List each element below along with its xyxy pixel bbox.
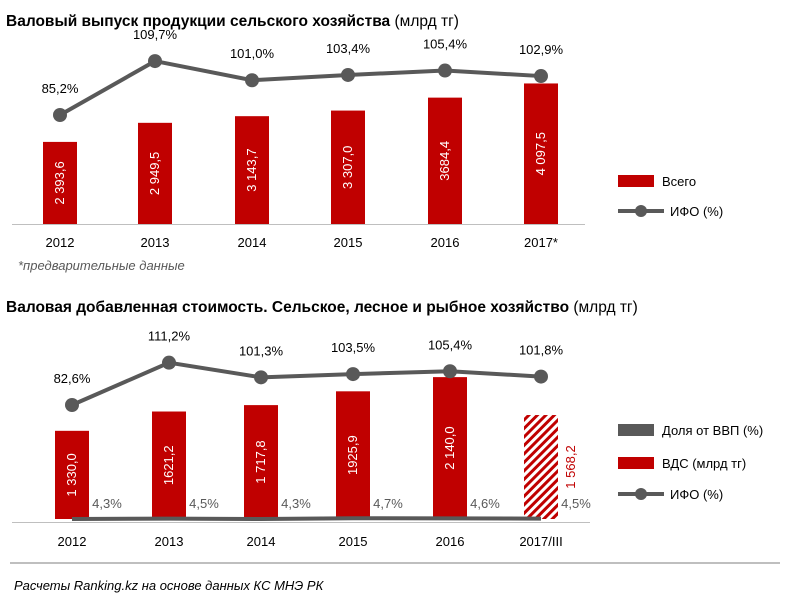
chart1-ifo-marker xyxy=(341,67,355,82)
chart2-bar-label: 1621,2 xyxy=(161,445,176,485)
chart2-bar-label: 1 330,0 xyxy=(64,453,79,496)
chart2-legend-label-bar: ВДС (млрд тг) xyxy=(662,456,746,471)
chart2-x-tick: 2017/III xyxy=(519,534,562,549)
chart2-bar-label: 1925,9 xyxy=(345,435,360,475)
chart2-legend-label-share: Доля от ВВП (%) xyxy=(662,423,763,438)
chart2-bar-preliminary xyxy=(524,415,558,519)
chart1-ifo-marker xyxy=(534,69,548,84)
chart2-share-label: 4,5% xyxy=(561,496,591,511)
chart1-x-tick: 2013 xyxy=(141,235,170,250)
chart2-bar xyxy=(55,430,89,519)
chart2-ifo-marker xyxy=(254,370,268,385)
chart2-legend-marker-line xyxy=(635,488,647,500)
chart1-ifo-label: 101,0% xyxy=(230,46,275,61)
chart2-x-tick: 2015 xyxy=(339,534,368,549)
chart2-share-label: 4,3% xyxy=(281,496,311,511)
chart1-bar-label: 3684,4 xyxy=(437,141,452,181)
chart2-title: Валовая добавленная стоимость. Сельское,… xyxy=(6,299,638,316)
chart2-x-tick: 2016 xyxy=(436,534,465,549)
chart2-ifo-marker xyxy=(65,398,79,412)
chart1-ifo-line xyxy=(59,58,542,117)
chart2-ifo-marker xyxy=(346,367,360,382)
chart2-bar xyxy=(433,377,467,519)
chart2-ifo-marker xyxy=(162,355,176,370)
chart1-bar-label: 4 097,5 xyxy=(533,132,548,175)
chart2-bar-label: 1 568,2 xyxy=(563,445,578,488)
chart1-bar-label: 3 143,7 xyxy=(244,148,259,191)
chart2-ifo-line xyxy=(71,360,542,407)
chart2-ifo-marker xyxy=(534,369,548,384)
chart1-bar-label: 2 949,5 xyxy=(147,152,162,195)
chart2-share-label: 4,5% xyxy=(189,496,219,511)
chart2-share-label: 4,3% xyxy=(92,496,122,511)
chart2-bar-label: 2 140,0 xyxy=(442,426,457,469)
chart2-share-label: 4,6% xyxy=(470,496,500,511)
chart2-bar xyxy=(152,411,186,519)
chart2-bar xyxy=(336,391,370,519)
chart1-footnote: *предварительные данные xyxy=(18,258,185,273)
chart2-legend-label-line: ИФО (%) xyxy=(670,487,723,502)
chart2-ifo-label: 82,6% xyxy=(54,371,91,386)
chart2-ifo-marker xyxy=(443,364,457,379)
chart1-bar-label: 3 307,0 xyxy=(340,146,355,189)
chart1-ifo-label: 109,7% xyxy=(133,27,178,42)
chart1-legend-swatch-bar xyxy=(618,175,654,187)
chart1-bar xyxy=(43,141,77,224)
chart1-ifo-label: 103,4% xyxy=(326,41,371,56)
chart1-bar xyxy=(138,122,172,224)
chart1-ifo-marker xyxy=(438,63,452,78)
chart1-x-tick: 2017* xyxy=(524,235,558,250)
chart1-legend-label-bar: Всего xyxy=(662,174,696,189)
chart1-legend-label-line: ИФО (%) xyxy=(670,204,723,219)
chart1-ifo-label: 102,9% xyxy=(519,42,564,57)
chart2-x-tick: 2012 xyxy=(58,534,87,549)
source-note: Расчеты Ranking.kz на основе данных КС М… xyxy=(14,578,325,593)
chart1-bar xyxy=(428,97,462,224)
chart2-x-tick: 2013 xyxy=(155,534,184,549)
chart2-ifo-label: 101,8% xyxy=(519,343,564,358)
chart1-x-tick: 2016 xyxy=(431,235,460,250)
chart1-ifo-label: 85,2% xyxy=(42,81,79,96)
chart2-share-line xyxy=(71,516,542,522)
chart2-ifo-label: 111,2% xyxy=(148,329,191,344)
chart1-x-tick: 2014 xyxy=(238,235,267,250)
chart2-ifo-label: 101,3% xyxy=(239,343,284,358)
chart1-ifo-marker xyxy=(245,73,259,88)
chart1-bar xyxy=(524,83,558,224)
chart1-bar xyxy=(331,110,365,224)
chart2-ifo-label: 105,4% xyxy=(428,337,473,352)
chart2-legend-swatch-share xyxy=(618,424,654,436)
chart1-bar xyxy=(235,116,269,224)
chart2-ifo-label: 103,5% xyxy=(331,340,376,355)
chart1-ifo-label: 105,4% xyxy=(423,37,468,52)
chart2-share-label: 4,7% xyxy=(373,496,403,511)
chart2-bar-label: 1 717,8 xyxy=(253,440,268,483)
chart1-ifo-marker xyxy=(148,54,162,69)
chart2-x-tick: 2014 xyxy=(247,534,276,549)
chart2-bar xyxy=(244,405,278,519)
chart1-x-tick: 2015 xyxy=(334,235,363,250)
chart1-legend-marker-line xyxy=(635,205,647,217)
chart1-ifo-marker xyxy=(53,108,67,122)
chart1-bar-label: 2 393,6 xyxy=(52,161,67,204)
chart2-legend-swatch-bar xyxy=(618,457,654,469)
chart1-title: Валовый выпуск продукции сельского хозяй… xyxy=(6,13,459,30)
chart1-x-tick: 2012 xyxy=(46,235,75,250)
